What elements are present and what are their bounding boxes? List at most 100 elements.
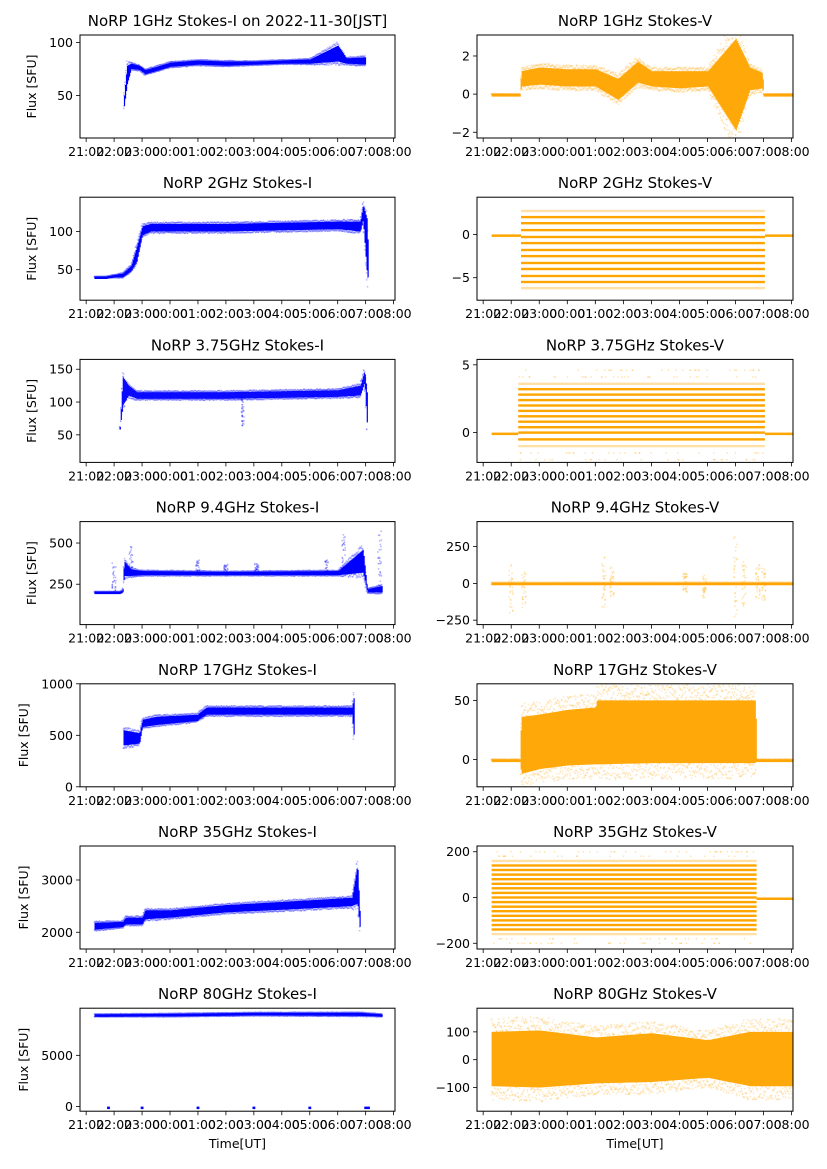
data-point	[182, 60, 184, 62]
data-point	[794, 93, 796, 95]
data-point	[596, 87, 599, 90]
data-point	[192, 232, 195, 234]
data-point	[631, 62, 634, 64]
data-point	[689, 88, 692, 90]
data-point	[521, 216, 524, 218]
data-point	[786, 92, 789, 95]
data-point	[732, 128, 735, 131]
data-point	[178, 66, 180, 68]
data-point	[242, 64, 244, 66]
data-band	[686, 71, 688, 88]
data-point	[140, 70, 142, 73]
data-point	[713, 275, 716, 277]
x-tick-label: 00:00	[152, 306, 188, 321]
data-point	[625, 66, 628, 68]
data-point	[623, 98, 626, 100]
data-point	[278, 221, 281, 224]
data-point	[799, 93, 801, 95]
data-point	[97, 275, 100, 278]
data-band	[239, 223, 241, 232]
data-band	[232, 223, 234, 232]
data-point	[173, 390, 176, 393]
data-band	[324, 221, 326, 230]
data-point	[251, 60, 253, 63]
data-point	[176, 391, 179, 393]
data-point	[615, 101, 618, 104]
data-band	[711, 66, 713, 93]
data-point	[162, 390, 165, 392]
data-point	[137, 235, 140, 237]
x-tick-label: 04:00	[264, 306, 300, 321]
data-point	[249, 222, 252, 224]
data-band	[163, 392, 165, 399]
data-band	[205, 392, 207, 399]
data-point	[147, 72, 149, 75]
x-tick-label: 03:00	[236, 144, 272, 159]
data-point	[123, 270, 126, 273]
data-point	[311, 220, 314, 222]
data-point	[346, 64, 348, 66]
data-point	[282, 221, 285, 223]
data-point	[582, 88, 585, 90]
data-point	[209, 231, 212, 234]
data-band	[192, 60, 195, 66]
data-point	[138, 64, 140, 66]
data-band	[121, 273, 123, 278]
data-point	[628, 275, 631, 277]
data-point	[697, 69, 700, 71]
data-band	[208, 223, 210, 232]
data-band	[95, 276, 97, 279]
data-point	[208, 399, 211, 401]
data-point	[282, 59, 284, 61]
data-point	[316, 230, 319, 233]
data-band	[205, 223, 207, 232]
data-point	[168, 222, 171, 225]
data-band	[263, 61, 266, 65]
data-point	[170, 61, 172, 63]
data-point	[580, 68, 583, 70]
data-point	[357, 230, 360, 233]
data-point	[206, 59, 208, 61]
data-band	[300, 59, 303, 64]
data-point	[699, 88, 702, 90]
data-band	[780, 94, 782, 97]
data-band	[216, 392, 218, 399]
data-point	[287, 231, 290, 233]
data-point	[207, 65, 209, 67]
data-point	[127, 273, 130, 275]
data-point	[285, 63, 287, 65]
data-point	[182, 222, 185, 225]
data-point	[685, 66, 688, 68]
data-band	[228, 392, 230, 399]
data-point	[325, 220, 328, 223]
data-band	[225, 223, 227, 232]
data-point	[305, 230, 308, 233]
data-point	[230, 390, 233, 392]
data-point	[305, 57, 307, 60]
data-point	[644, 85, 647, 87]
data-point	[298, 221, 301, 223]
data-point	[675, 70, 678, 72]
data-point	[801, 94, 803, 96]
data-point	[189, 398, 192, 401]
data-point	[255, 64, 257, 66]
data-point	[313, 230, 316, 232]
data-band	[315, 56, 318, 64]
data-point	[540, 63, 543, 65]
data-point	[172, 398, 175, 400]
data-point	[321, 63, 323, 65]
data-point	[699, 90, 702, 92]
data-point	[196, 390, 199, 392]
data-band	[227, 61, 230, 66]
data-band	[178, 392, 180, 399]
data-band	[248, 61, 251, 65]
data-point	[263, 222, 266, 224]
data-point	[667, 87, 670, 90]
data-point	[307, 63, 309, 66]
data-point	[334, 229, 337, 231]
data-band	[132, 389, 134, 398]
data-point	[689, 67, 692, 70]
data-point	[639, 61, 642, 64]
data-point	[198, 399, 201, 401]
data-point	[209, 65, 211, 67]
